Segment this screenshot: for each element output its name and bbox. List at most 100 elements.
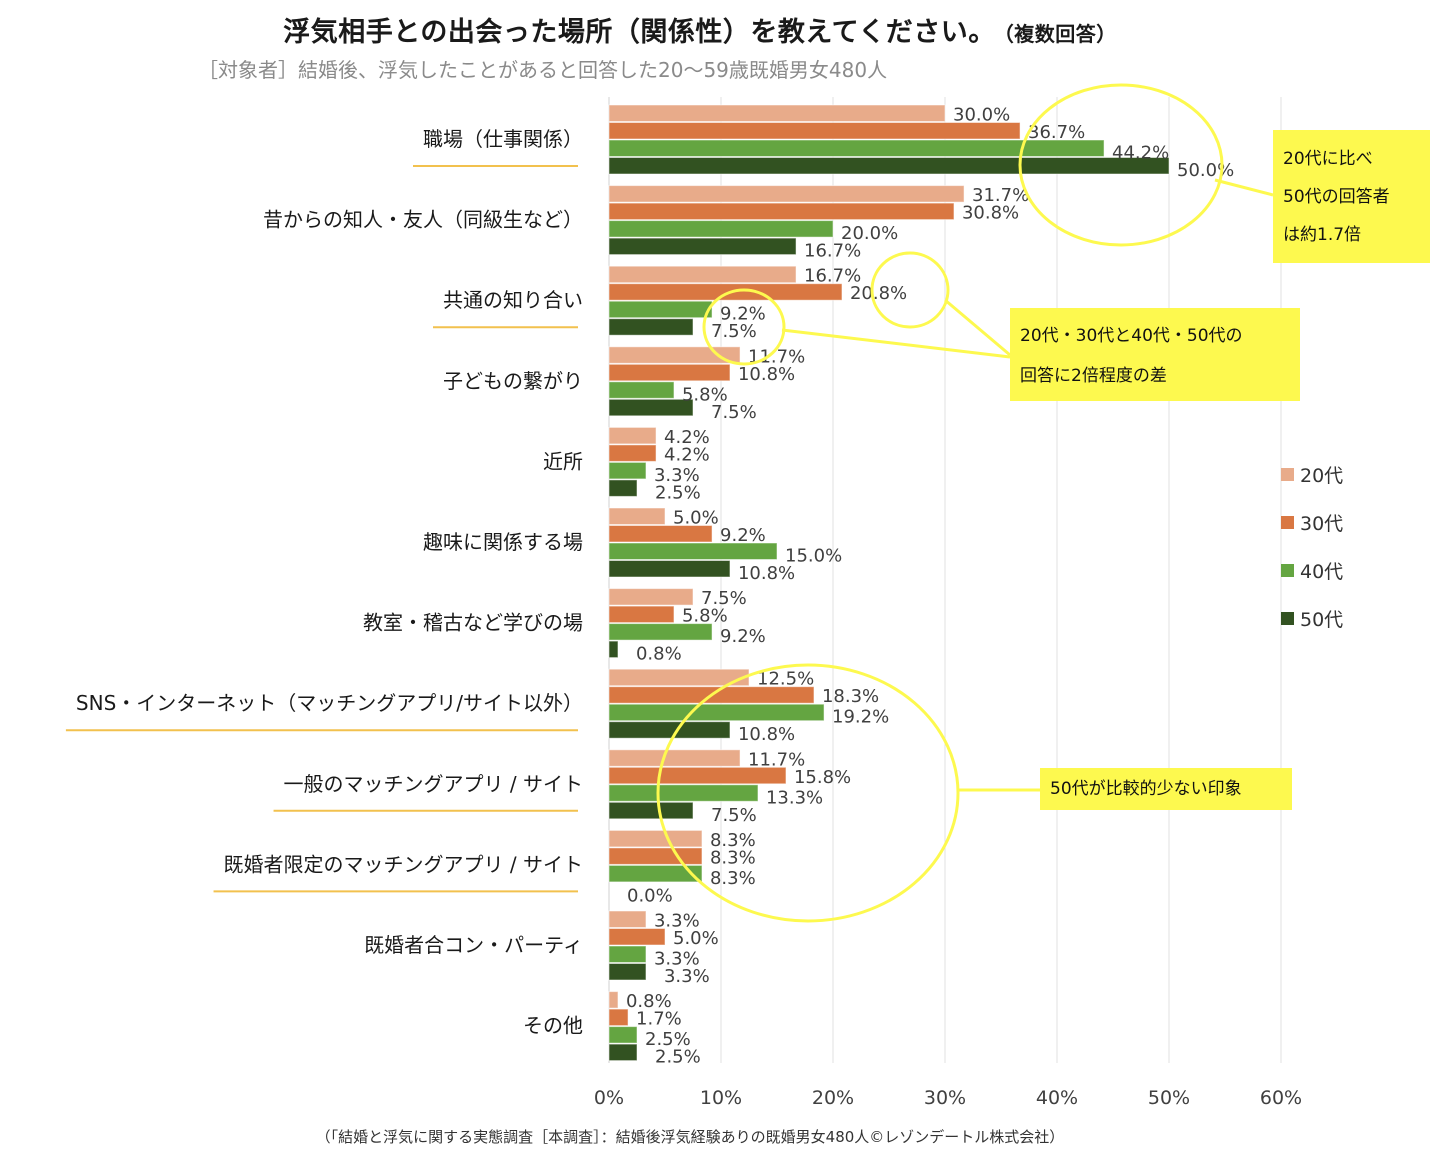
bar-20代	[608, 910, 647, 928]
value-label: 2.5%	[655, 1047, 701, 1068]
value-label: 16.7%	[804, 241, 861, 262]
chart-title-suffix: （複数回答）	[1003, 22, 1117, 46]
value-label: 20.8%	[850, 283, 907, 304]
callout-line: は約1.7倍	[1283, 225, 1362, 245]
callout-line: 回答に2倍程度の差	[1020, 366, 1167, 386]
category-label: SNS・インターネット（マッチングアプリ/サイト以外）	[76, 691, 583, 715]
value-label: 0.8%	[636, 644, 682, 665]
bar-50代	[608, 479, 638, 497]
bar-30代	[608, 525, 713, 543]
gridlines	[608, 97, 1282, 1063]
bar-30代	[608, 766, 787, 785]
value-label: 5.0%	[673, 928, 719, 949]
connector-line	[1214, 178, 1274, 197]
connector-line	[781, 328, 1011, 359]
bar-20代	[608, 346, 741, 364]
legend: 20代 30代 40代 50代	[1281, 465, 1343, 631]
bar-50代	[608, 640, 619, 659]
connector-line	[944, 298, 1011, 357]
value-label: 3.3%	[654, 911, 700, 932]
value-label: 18.3%	[822, 686, 879, 707]
x-tick-label: 0%	[594, 1087, 624, 1109]
bar-40代	[608, 381, 675, 399]
highlight-circle	[870, 251, 950, 329]
highlight-circle	[702, 288, 786, 366]
value-label: 4.2%	[664, 427, 710, 448]
bar-30代	[608, 847, 703, 865]
bar-40代	[608, 945, 647, 963]
bar-20代	[608, 991, 619, 1009]
bar-20代	[608, 507, 666, 525]
bar-40代	[608, 461, 647, 480]
value-label: 7.5%	[711, 805, 757, 826]
value-label: 8.3%	[710, 830, 756, 851]
category-label: その他	[523, 1014, 583, 1038]
value-label: 2.5%	[655, 482, 701, 503]
value-label: 10.8%	[738, 364, 795, 385]
value-label: 3.3%	[654, 465, 700, 486]
bar-20代	[608, 426, 657, 445]
value-label: 5.8%	[682, 606, 728, 627]
x-tick-label: 60%	[1260, 1087, 1302, 1109]
value-label: 4.2%	[664, 444, 710, 465]
bar-40代	[608, 542, 778, 560]
bar-40代	[608, 139, 1105, 157]
category-label: 既婚者限定のマッチングアプリ / サイト	[224, 852, 583, 876]
legend-label: 30代	[1300, 513, 1343, 535]
legend-label: 20代	[1300, 465, 1343, 487]
bar-30代	[608, 444, 657, 462]
chart-title-main: 浮気相手との出会った場所（関係性）を教えてください。	[283, 17, 996, 48]
callout-50s-fewer: 50代が比較的少ない印象	[1040, 768, 1292, 810]
value-label: 7.5%	[711, 402, 757, 423]
value-label: 1.7%	[636, 1009, 682, 1030]
annotations	[656, 83, 1274, 923]
callout-50s-vs-20s: 20代に比べ 50代の回答者 は約1.7倍	[1273, 130, 1430, 263]
x-tick-label: 30%	[924, 1087, 966, 1109]
category-label: 近所	[543, 449, 583, 473]
bar-20代	[608, 104, 946, 122]
value-label: 3.3%	[654, 949, 700, 970]
legend-swatch-30代	[1281, 516, 1294, 529]
category-label: 共通の知り合い	[443, 288, 583, 312]
callout-age-gap: 20代・30代と40代・50代の 回答に2倍程度の差	[1010, 308, 1300, 401]
bar-30代	[608, 928, 666, 946]
legend-swatch-20代	[1281, 468, 1294, 481]
bar-50代	[608, 801, 694, 820]
value-label: 30.0%	[953, 105, 1010, 126]
callout-line: 20代に比べ	[1283, 149, 1373, 169]
bar-20代	[608, 185, 965, 203]
highlight-circle	[1018, 83, 1224, 247]
x-axis-ticks: 0% 10% 20% 30% 40% 50% 60%	[594, 1087, 1302, 1109]
bar-20代	[608, 588, 694, 606]
value-label: 8.3%	[710, 847, 756, 868]
value-label: 20.0%	[841, 223, 898, 244]
bar-20代	[608, 749, 741, 767]
value-label: 7.5%	[711, 321, 757, 342]
bar-50代	[608, 318, 694, 336]
bar-40代	[608, 1026, 638, 1044]
legend-label: 40代	[1300, 561, 1343, 583]
bar-50代	[608, 398, 694, 417]
value-label: 9.2%	[720, 304, 766, 325]
bar-40代	[608, 864, 703, 883]
category-label: 一般のマッチングアプリ / サイト	[284, 772, 583, 796]
value-label: 44.2%	[1112, 143, 1169, 164]
value-label: 11.7%	[748, 749, 805, 770]
bar-30代	[608, 363, 731, 382]
bar-40代	[608, 220, 834, 238]
value-label: 31.7%	[972, 185, 1029, 206]
value-label: 30.8%	[962, 203, 1019, 224]
bar-50代	[608, 721, 731, 739]
legend-swatch-50代	[1281, 612, 1294, 625]
callout-line: 20代・30代と40代・50代の	[1020, 326, 1243, 346]
bar-20代	[608, 265, 797, 284]
value-label: 10.8%	[738, 724, 795, 745]
bar-50代	[608, 963, 647, 981]
chart-subtitle: ［対象者］結婚後、浮気したことがあると回答した20～59歳既婚男女480人	[198, 58, 888, 82]
value-labels: 30.0%36.7%44.2%50.0%31.7%30.8%20.0%16.7%…	[626, 105, 1234, 1068]
value-label: 0.0%	[627, 885, 673, 906]
value-label: 0.8%	[626, 991, 672, 1012]
bar-40代	[608, 784, 759, 802]
category-label: 既婚者合コン・パーティ	[364, 933, 583, 957]
